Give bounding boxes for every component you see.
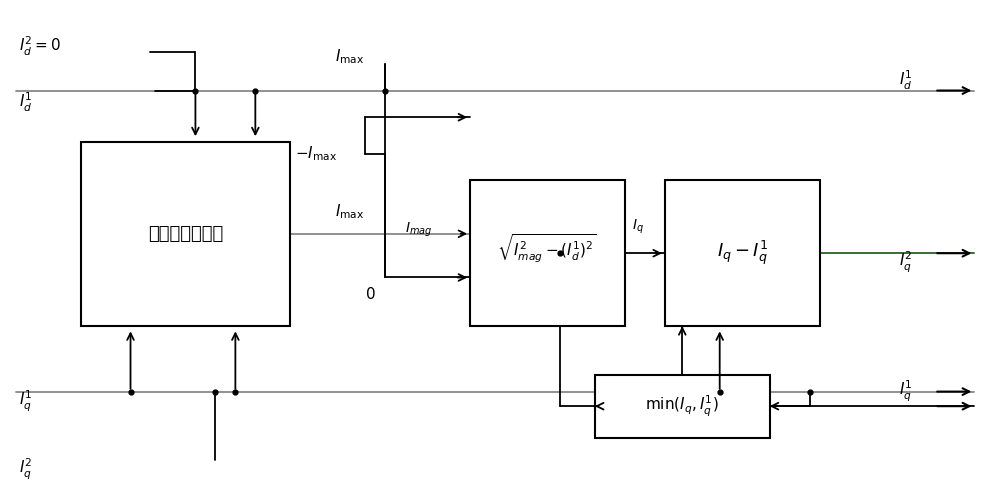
FancyBboxPatch shape — [665, 180, 820, 326]
Text: $\sqrt{I^2_{mag}-(I^1_d)^2}$: $\sqrt{I^2_{mag}-(I^1_d)^2}$ — [497, 232, 597, 264]
Text: $I^1_d$: $I^1_d$ — [899, 69, 913, 93]
Text: $I^2_d = 0$: $I^2_d = 0$ — [19, 35, 61, 58]
Text: $I^1_q$: $I^1_q$ — [19, 389, 32, 414]
Text: $I^1_d$: $I^1_d$ — [19, 91, 32, 114]
Text: $I_{\rm max}$: $I_{\rm max}$ — [335, 47, 365, 66]
Text: $I_q$: $I_q$ — [632, 218, 644, 236]
Text: $I^1_q$: $I^1_q$ — [899, 379, 913, 404]
Text: $I^2_q$: $I^2_q$ — [899, 250, 913, 276]
Text: $0$: $0$ — [365, 286, 376, 302]
Text: $I_{\rm max}$: $I_{\rm max}$ — [335, 203, 365, 221]
Text: $-I_{\rm max}$: $-I_{\rm max}$ — [295, 144, 337, 163]
FancyBboxPatch shape — [595, 375, 770, 438]
FancyBboxPatch shape — [470, 180, 625, 326]
Text: $I_{mag}$: $I_{mag}$ — [405, 220, 432, 239]
Text: $I_q - I^1_q$: $I_q - I^1_q$ — [717, 239, 768, 267]
Text: $\min(I_q, I^1_q)$: $\min(I_q, I^1_q)$ — [645, 393, 719, 419]
FancyBboxPatch shape — [81, 142, 290, 326]
Text: $I^2_q$: $I^2_q$ — [19, 457, 32, 482]
Text: 故障相电流幅值: 故障相电流幅值 — [148, 225, 223, 243]
